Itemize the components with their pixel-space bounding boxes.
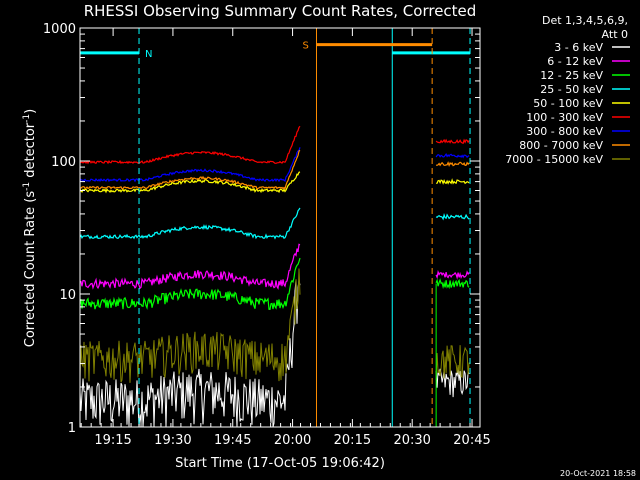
x-tick-label-3: 20:00	[274, 433, 311, 448]
y-tick-label-3: 1000	[43, 22, 76, 37]
y-axis-label-end: )	[23, 109, 38, 114]
y-tick-label-2: 100	[51, 155, 76, 170]
x-tick-label-1: 19:30	[154, 433, 191, 448]
y-axis-label-part: Corrected Count Rate (s	[23, 191, 38, 348]
y-axis-label: Corrected Count Rate (s-1 detector-1)	[22, 109, 38, 347]
legend-label-5: 100 - 300 keV	[526, 111, 603, 124]
x-tick-label-4: 20:15	[334, 433, 371, 448]
series-5-line	[79, 125, 470, 165]
series-4-line	[79, 171, 470, 194]
series-3-line	[79, 207, 470, 240]
y-axis-label-exp1: -1	[22, 182, 32, 191]
x-tick-label-2: 19:45	[214, 433, 251, 448]
series-8-line	[79, 268, 470, 383]
y-axis: 1 10 100 1000	[43, 22, 480, 436]
x-tick-label-5: 20:30	[393, 433, 430, 448]
legend-header-line1: Det 1,3,4,5,6,9,	[542, 14, 628, 27]
legend-label-4: 50 - 100 keV	[533, 97, 603, 110]
footer-date: 20-Oct-2021 18:58	[560, 469, 636, 478]
legend-label-7: 800 - 7000 keV	[519, 139, 603, 152]
series-7-line	[79, 149, 470, 191]
night-label-0: N	[145, 49, 152, 60]
legend-header-line2: Att 0	[602, 28, 628, 41]
plot-frame	[79, 27, 481, 428]
x-tick-label-0: 19:15	[94, 433, 131, 448]
y-tick-label-1: 10	[59, 288, 76, 303]
x-tick-label-6: 20:45	[453, 433, 490, 448]
series-1-line	[79, 243, 470, 290]
plot-area: NS	[79, 27, 481, 428]
legend-label-3: 25 - 50 keV	[540, 83, 603, 96]
x-axis-label: Start Time (17-Oct-05 19:06:42)	[175, 456, 385, 471]
y-tick-label-0: 1	[68, 421, 76, 436]
legend-label-1: 6 - 12 keV	[547, 55, 603, 68]
series-2-line	[79, 257, 470, 311]
legend-label-2: 12 - 25 keV	[540, 69, 603, 82]
saa-label-0: S	[302, 41, 308, 52]
series-6-line	[79, 147, 470, 183]
legend-label-0: 3 - 6 keV	[554, 41, 603, 54]
legend-label-8: 7000 - 15000 keV	[505, 153, 603, 166]
x-axis: 19:15 19:30 19:45 20:00 20:15 20:30 20:45	[80, 28, 491, 448]
y-axis-label-exp2: -1	[22, 114, 32, 123]
series-0-line	[79, 280, 470, 428]
chart-title: RHESSI Observing Summary Count Rates, Co…	[84, 2, 477, 20]
y-axis-label-mid: detector	[23, 122, 38, 182]
legend-label-6: 300 - 800 keV	[526, 125, 603, 138]
